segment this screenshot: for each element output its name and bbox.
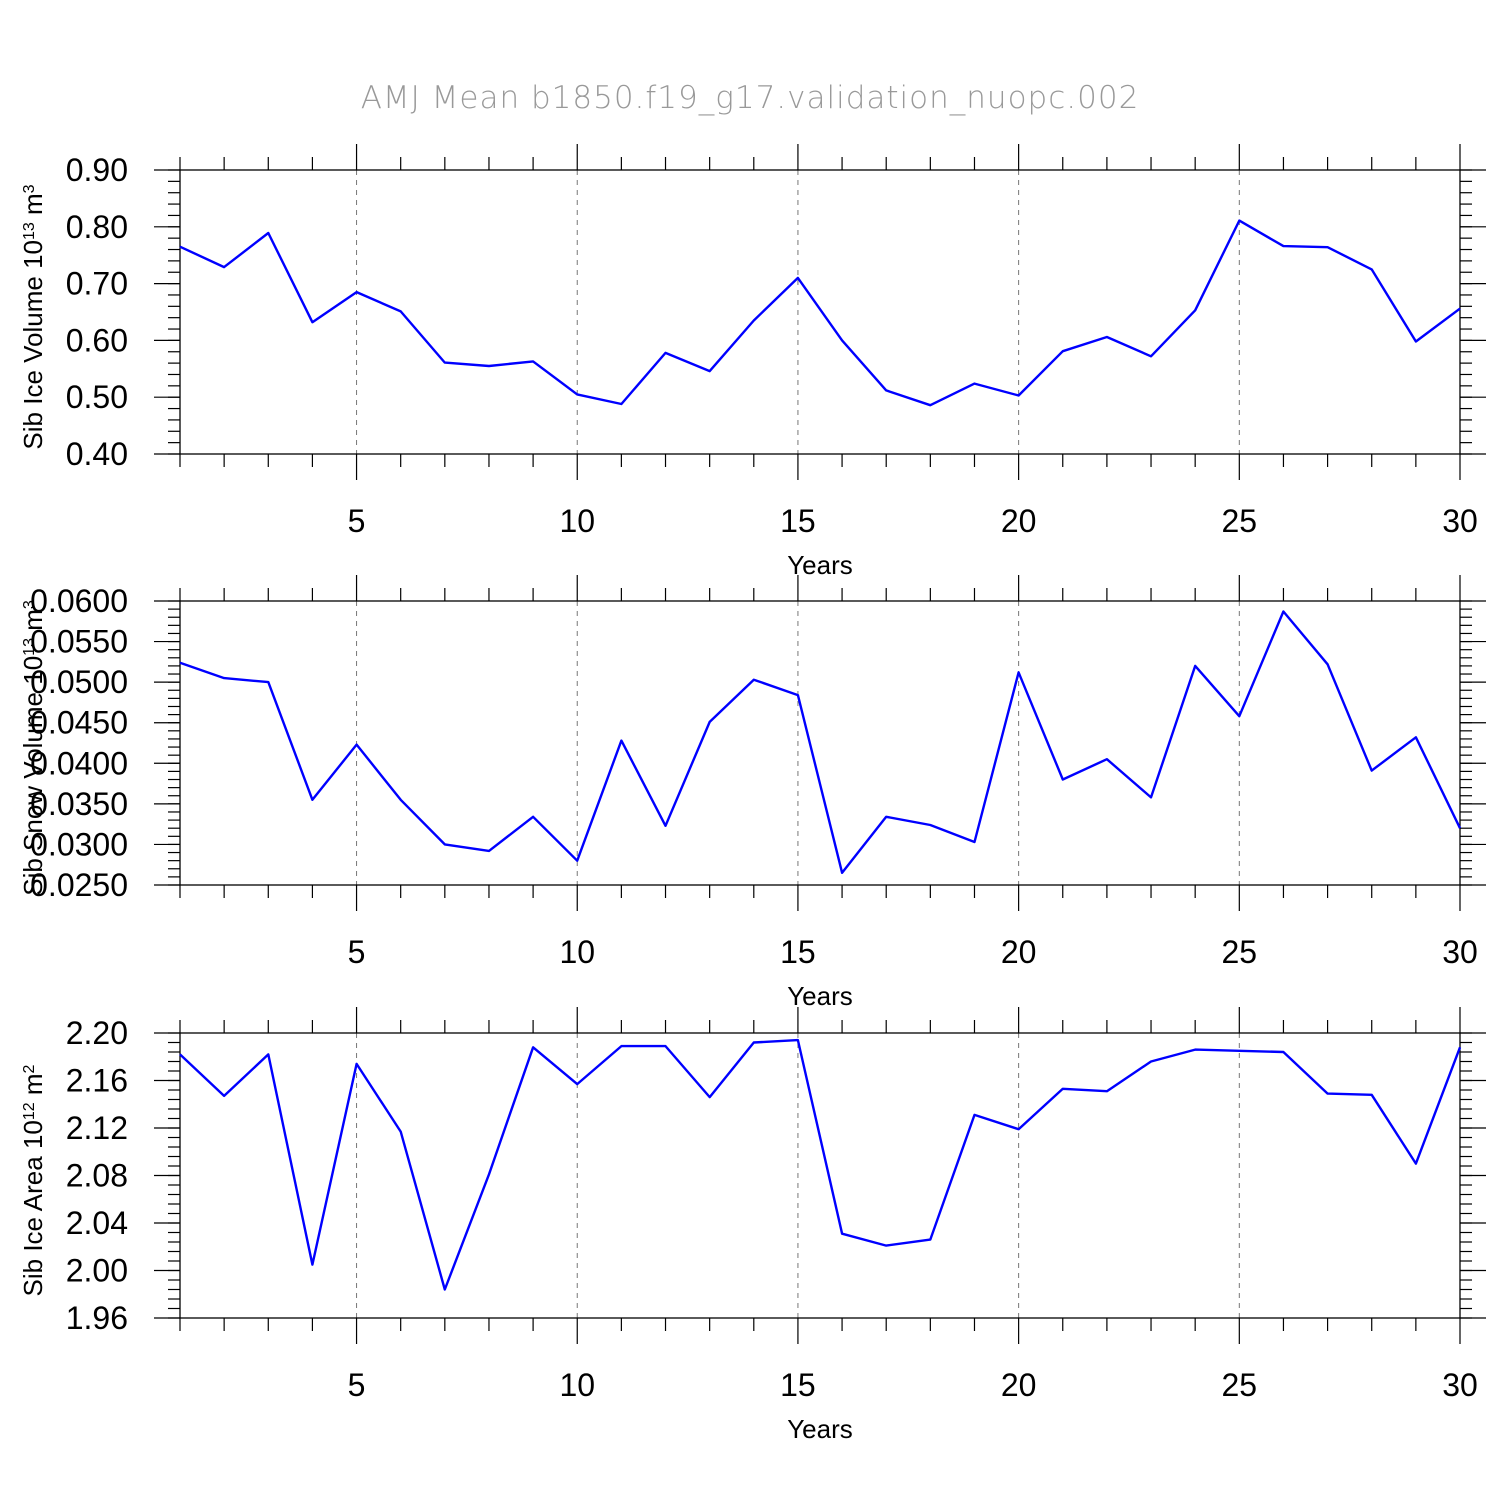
series-line-1 xyxy=(179,219,1461,407)
x-axis-label: Years xyxy=(787,1414,853,1444)
chart-panel-1: 5 10 15 20 25 30 Years 0.40 0.50 0.60 0.70 0.80 0.90… xyxy=(18,144,1486,580)
x-tick-label: 10 xyxy=(559,1367,595,1403)
y-tick-label: 0.70 xyxy=(66,266,128,302)
x-tick-label: 5 xyxy=(348,1367,366,1403)
y-tick-label: 1.96 xyxy=(66,1300,128,1336)
y-tick-label: 0.0600 xyxy=(30,583,128,619)
y-tick-label: 2.12 xyxy=(66,1110,128,1146)
x-tick-label: 20 xyxy=(1001,934,1037,970)
y-axis-label: Sib Ice Area 1012 m2 xyxy=(18,1064,48,1296)
y-tick-label: 2.08 xyxy=(66,1158,128,1194)
y-axis-label: Sib Snow Volume 1013 m3 xyxy=(18,600,48,896)
y-tick-label: 0.0550 xyxy=(30,624,128,660)
figure-title: AMJ Mean b1850.f19_g17.validation_nuopc.… xyxy=(361,80,1140,116)
x-tick-label: 25 xyxy=(1222,934,1258,970)
x-tick-label: 30 xyxy=(1442,934,1478,970)
series-line-1 xyxy=(179,1038,1462,1291)
x-tick-label: 10 xyxy=(559,503,595,539)
x-axis-label: Years xyxy=(787,981,853,1011)
x-tick-label: 30 xyxy=(1442,503,1478,539)
x-tick-label: 15 xyxy=(780,503,816,539)
y-tick-label: 0.60 xyxy=(66,322,128,358)
x-tick-label: 20 xyxy=(1001,1367,1037,1403)
y-tick-label: 2.20 xyxy=(66,1015,128,1051)
x-tick-label: 15 xyxy=(780,934,816,970)
series-line-1 xyxy=(179,610,1462,874)
x-tick-label: 25 xyxy=(1222,503,1258,539)
x-tick-label: 20 xyxy=(1001,503,1037,539)
chart-panel-2: 5 10 15 20 25 30 Years 0.0250 0.0300 0.0350 0.0400… xyxy=(18,575,1486,1011)
y-tick-label: 2.00 xyxy=(66,1253,128,1289)
x-tick-label: 30 xyxy=(1442,1367,1478,1403)
y-tick-label: 0.0300 xyxy=(30,826,128,862)
plot-frame xyxy=(179,600,1461,886)
y-tick-label: 2.16 xyxy=(66,1063,128,1099)
y-tick-label: 0.90 xyxy=(66,152,128,188)
y-tick-label: 0.80 xyxy=(66,209,128,245)
y-axis-label: Sib Ice Volume 1013 m3 xyxy=(18,184,48,449)
x-tick-label: 10 xyxy=(559,934,595,970)
chart-panel-3: 5 10 15 20 25 30 Years 1.96 2.00 2.04 2.08 2.12 2.16… xyxy=(18,1007,1486,1444)
x-tick-label: 5 xyxy=(348,934,366,970)
y-tick-label: 0.50 xyxy=(66,379,128,415)
y-tick-label: 0.0250 xyxy=(30,867,128,903)
x-axis-label: Years xyxy=(787,550,853,580)
y-tick-label: 0.40 xyxy=(66,436,128,472)
y-tick-label: 0.0500 xyxy=(30,664,128,700)
y-tick-label: 0.0400 xyxy=(30,745,128,781)
x-tick-label: 25 xyxy=(1222,1367,1258,1403)
x-tick-label: 15 xyxy=(780,1367,816,1403)
y-tick-label: 2.04 xyxy=(66,1205,128,1241)
x-tick-label: 5 xyxy=(348,503,366,539)
y-tick-label: 0.0350 xyxy=(30,786,128,822)
y-tick-label: 0.0450 xyxy=(30,705,128,741)
plot-frame xyxy=(179,1032,1461,1319)
plot-frame xyxy=(179,169,1461,455)
